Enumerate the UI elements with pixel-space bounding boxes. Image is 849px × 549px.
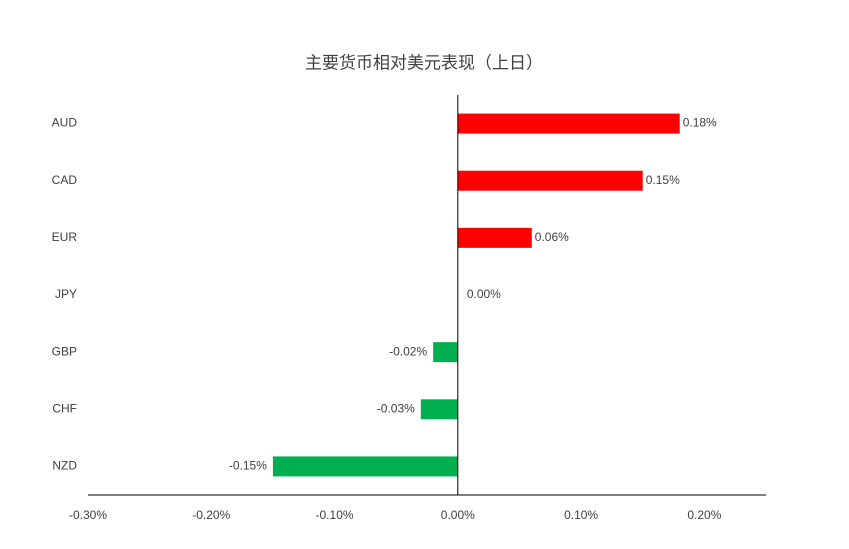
bar <box>433 342 458 363</box>
x-tick-label: 0.00% <box>441 508 475 522</box>
y-tick-label: CHF <box>52 401 77 415</box>
value-label: 0.06% <box>535 230 569 244</box>
value-label: 0.00% <box>467 287 501 301</box>
y-tick-label: GBP <box>52 344 77 358</box>
y-tick-label: EUR <box>52 230 78 244</box>
bar <box>420 399 458 420</box>
y-tick-label: CAD <box>52 173 78 187</box>
bar <box>457 113 680 134</box>
value-label: 0.18% <box>683 116 717 130</box>
x-tick-label: 0.20% <box>687 508 721 522</box>
y-tick-label: NZD <box>52 459 77 473</box>
value-label: -0.15% <box>229 459 267 473</box>
bar <box>457 227 532 248</box>
value-label: -0.03% <box>377 401 415 415</box>
chart-title: 主要货币相对美元表现（上日） <box>305 53 543 72</box>
x-tick-label: -0.30% <box>69 508 107 522</box>
y-tick-label: JPY <box>55 287 77 301</box>
value-label: -0.02% <box>389 344 427 358</box>
y-tick-label: AUD <box>52 116 78 130</box>
value-label: 0.15% <box>646 173 680 187</box>
bar <box>457 170 643 191</box>
bar <box>272 456 458 477</box>
x-tick-label: -0.10% <box>316 508 354 522</box>
x-tick-label: 0.10% <box>564 508 598 522</box>
x-tick-label: -0.20% <box>192 508 230 522</box>
